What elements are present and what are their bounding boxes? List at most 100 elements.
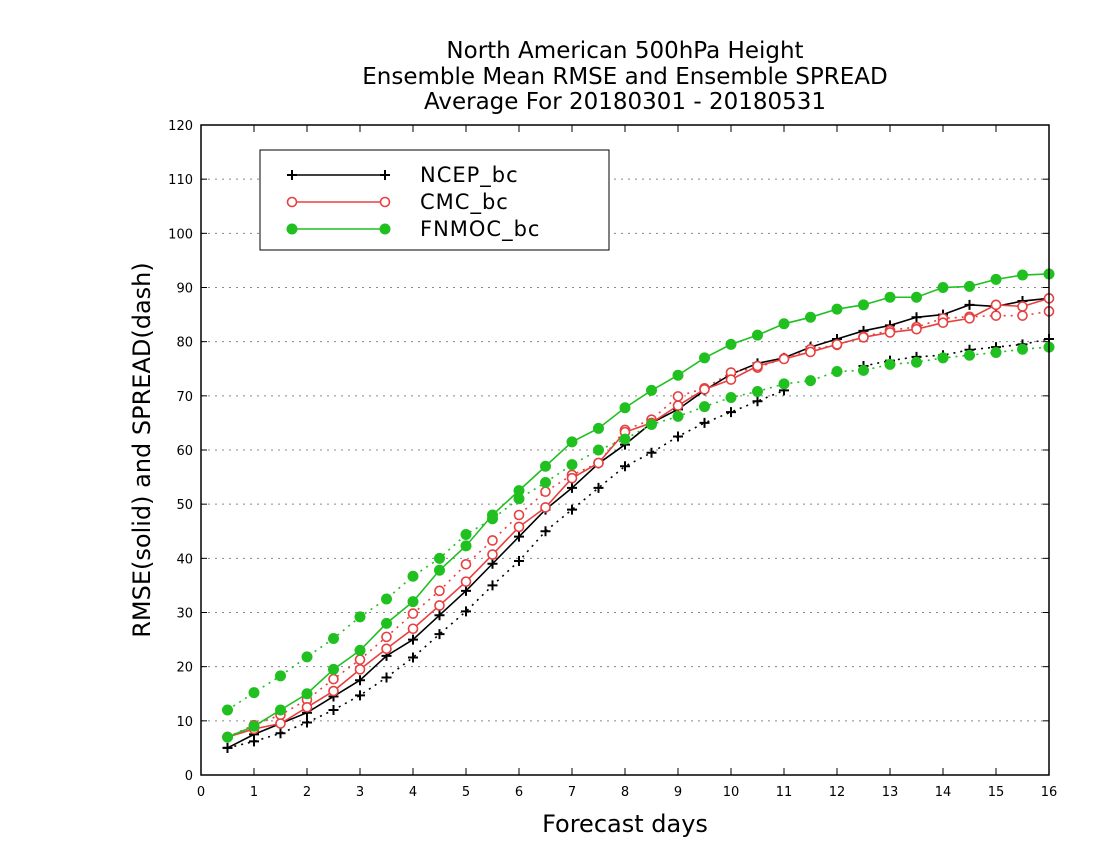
fnmoc-bc-rmse-marker (593, 422, 604, 434)
fnmoc-bc-spread-marker (699, 401, 710, 413)
x-tick-label: 5 (462, 785, 470, 800)
x-tick-label: 6 (515, 785, 523, 800)
ncep-bc-rmse-marker (911, 312, 922, 323)
fnmoc-bc-spread-marker (646, 419, 657, 431)
chart-title-line-1: North American 500hPa Height (446, 38, 803, 64)
ncep-bc-spread-marker (302, 717, 312, 728)
cmc-bc-rmse-marker (911, 323, 922, 335)
y-tick-label: 10 (176, 715, 193, 730)
cmc-bc-spread-marker (407, 608, 419, 619)
fnmoc-bc-spread-marker (619, 433, 631, 445)
fnmoc-bc-rmse-marker (248, 720, 260, 732)
legend-item-ncep-bc: NCEP_bc (287, 163, 518, 188)
fnmoc-bc-rmse-marker (725, 338, 737, 350)
legend-cmc-bc-marker (286, 196, 298, 208)
fnmoc-bc-rmse-marker (487, 509, 498, 521)
x-tick-label: 3 (356, 785, 364, 800)
ncep-bc-spread-marker (487, 580, 498, 591)
x-tick-label: 14 (935, 785, 952, 800)
x-tick-label: 1 (250, 785, 258, 800)
fnmoc-bc-spread-marker (964, 349, 975, 361)
fnmoc-bc-rmse-marker (937, 282, 949, 293)
ncep-bc-rmse-marker (408, 634, 418, 645)
cmc-bc-spread-marker (460, 558, 472, 570)
fnmoc-bc-rmse-marker (964, 280, 975, 292)
y-tick-label: 110 (168, 173, 193, 188)
legend-cmc-bc-marker (379, 196, 391, 208)
cmc-bc-rmse-marker (672, 400, 684, 411)
x-tick-label: 13 (882, 785, 899, 800)
legend-fnmoc-bc-marker (379, 223, 391, 235)
cmc-bc-rmse-marker (752, 360, 763, 372)
y-tick-label: 40 (176, 552, 193, 567)
legend-item-fnmoc-bc: FNMOC_bc (286, 217, 539, 242)
ncep-bc-spread-marker (567, 504, 577, 515)
fnmoc-bc-spread-marker (593, 444, 604, 456)
ncep-bc-rmse-marker (487, 558, 498, 569)
cmc-bc-rmse-marker (487, 549, 498, 560)
cmc-bc-spread-marker (672, 391, 684, 402)
fnmoc-bc-spread-line (227, 346, 1050, 711)
legend-ncep-bc-marker (287, 170, 297, 180)
cmc-bc-rmse-line (227, 297, 1050, 738)
cmc-bc-rmse-marker (513, 521, 525, 533)
fnmoc-bc-spread-marker (858, 364, 869, 376)
cmc-bc-rmse-marker (540, 502, 551, 513)
fnmoc-bc-rmse-marker (805, 311, 816, 323)
cmc-bc-rmse-marker (434, 600, 445, 611)
x-tick-label: 7 (568, 785, 576, 800)
x-tick-label: 4 (409, 785, 417, 800)
fnmoc-bc-rmse-marker (1017, 269, 1028, 281)
cmc-bc-spread-marker (487, 535, 498, 546)
y-tick-label: 20 (176, 661, 193, 676)
fnmoc-bc-spread-marker (328, 633, 339, 644)
y-tick-label: 60 (176, 444, 193, 459)
x-tick-label: 16 (1041, 785, 1058, 800)
cmc-bc-rmse-marker (884, 327, 896, 338)
fnmoc-bc-spread-marker (752, 386, 763, 397)
chart-title-line-2: Ensemble Mean RMSE and Ensemble SPREAD (362, 64, 887, 90)
ncep-bc-spread-line (227, 389, 785, 749)
y-tick-label: 90 (176, 282, 193, 297)
fnmoc-bc-spread-marker (301, 651, 313, 663)
cmc-bc-rmse-marker (460, 576, 472, 587)
cmc-bc-rmse-marker (699, 384, 710, 395)
fnmoc-bc-spread-marker (222, 704, 233, 716)
fnmoc-bc-rmse-marker (301, 688, 313, 700)
fnmoc-bc-rmse-marker (699, 352, 710, 364)
x-tick-label: 12 (829, 785, 846, 800)
fnmoc-bc-spread-marker (381, 593, 392, 605)
cmc-bc-spread-marker (354, 654, 366, 665)
cmc-bc-spread-marker (1017, 310, 1028, 321)
x-tick-label: 0 (197, 785, 205, 800)
fnmoc-bc-spread-marker (275, 670, 286, 682)
fnmoc-bc-spread-marker (725, 391, 737, 403)
fnmoc-bc-rmse-marker (831, 303, 843, 315)
legend-ncep-bc-marker (380, 170, 390, 180)
cmc-bc-spread-marker (434, 585, 445, 597)
ncep-bc-spread-marker (355, 690, 365, 701)
y-tick-label: 0 (185, 769, 193, 784)
fnmoc-bc-spread-marker (407, 570, 419, 582)
legend-item-cmc-bc: CMC_bc (286, 190, 508, 215)
fnmoc-bc-rmse-marker (858, 299, 869, 311)
fnmoc-bc-rmse-marker (434, 564, 445, 576)
fnmoc-bc-rmse-marker (672, 369, 684, 381)
ncep-bc-spread-marker (646, 447, 657, 458)
fnmoc-bc-spread-marker (566, 459, 578, 471)
ncep-bc-spread-marker (328, 705, 339, 715)
fnmoc-bc-rmse-marker (778, 318, 790, 330)
legend-fnmoc-bc-marker (286, 223, 298, 235)
fnmoc-bc-spread-marker (911, 356, 922, 368)
plot-area-frame (200, 124, 1050, 776)
fnmoc-bc-spread-marker (672, 410, 684, 422)
fnmoc-bc-rmse-marker (646, 384, 657, 396)
y-tick-label: 50 (176, 498, 193, 513)
x-tick-label: 15 (988, 785, 1005, 800)
ncep-bc-spread-marker (461, 606, 471, 617)
fnmoc-bc-rmse-marker (354, 644, 366, 656)
ncep-bc-spread (222, 333, 1054, 753)
ncep-bc-spread-marker (593, 482, 604, 493)
